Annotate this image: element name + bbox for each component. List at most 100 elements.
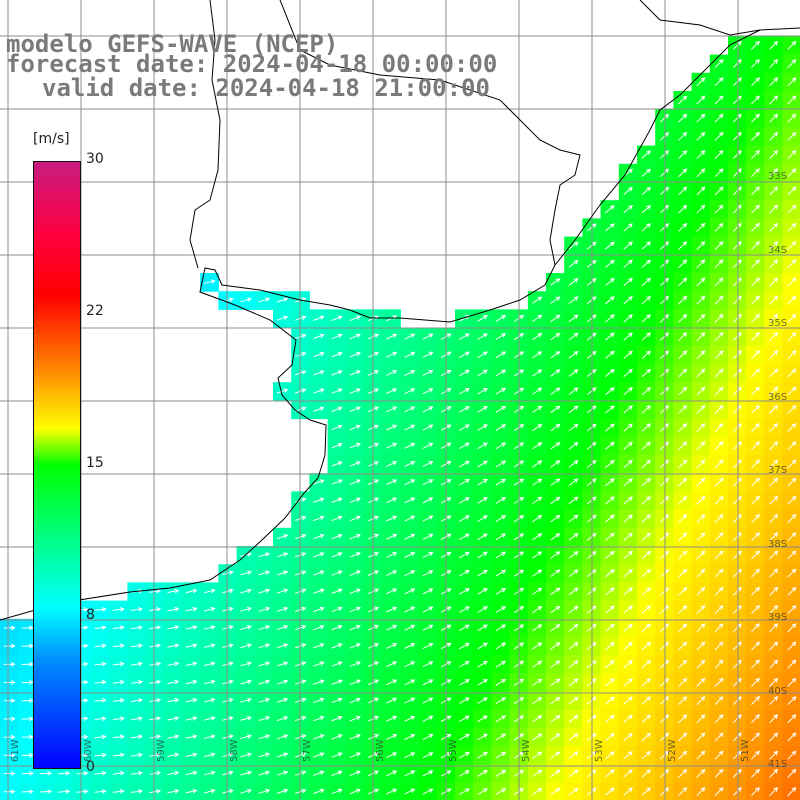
wind-arrow (769, 259, 779, 269)
wind-arrow (751, 623, 760, 633)
wind-arrow (605, 751, 615, 760)
wind-arrow (659, 514, 670, 523)
wind-arrow (641, 478, 651, 487)
wind-arrow (313, 770, 325, 776)
wind-arrow (167, 625, 180, 630)
wind-arrow (258, 570, 271, 576)
wind-arrow (532, 606, 543, 614)
wind-arrow (659, 659, 670, 669)
wind-arrow (696, 568, 706, 578)
wind-arrow (276, 552, 289, 558)
wind-arrow (751, 514, 760, 523)
wind-arrow (641, 714, 651, 723)
wind-arrow (751, 459, 760, 469)
wind-arrow (550, 314, 561, 323)
wind-arrow (550, 605, 561, 614)
wind-arrow (21, 625, 34, 631)
wind-arrow (696, 677, 706, 687)
wind-arrow (769, 677, 779, 687)
wind-arrow (422, 406, 434, 413)
wind-arrow (532, 460, 543, 468)
wind-arrow (386, 770, 398, 777)
wind-arrow (21, 734, 34, 740)
wind-arrow (568, 478, 579, 487)
wind-arrow (240, 788, 253, 794)
wind-arrow (550, 387, 561, 395)
wind-arrow (203, 643, 216, 648)
wind-arrow (3, 771, 16, 776)
wind-arrow (112, 643, 125, 649)
wind-arrow (678, 550, 688, 560)
wind-arrow (167, 679, 180, 685)
wind-arrow (568, 369, 579, 377)
wind-arrow (94, 716, 107, 722)
wind-arrow (331, 552, 343, 558)
wind-arrow (495, 533, 507, 541)
wind-arrow (568, 496, 579, 505)
wind-arrow (532, 515, 543, 523)
wind-arrow (751, 241, 760, 250)
wind-arrow (477, 497, 488, 504)
wind-arrow (769, 659, 779, 669)
wind-arrow (422, 515, 434, 522)
wind-arrow (404, 643, 416, 649)
colorbar-tick-8: 8 (86, 607, 95, 623)
latitude-label: 37S (768, 465, 788, 476)
wind-arrow (422, 424, 434, 431)
wind-arrow (623, 678, 633, 687)
wind-arrow (422, 333, 434, 340)
wind-arrow (240, 606, 253, 612)
wind-arrow (641, 314, 651, 323)
wind-arrow (386, 370, 398, 376)
wind-arrow (94, 734, 107, 740)
wind-arrow (349, 370, 361, 376)
wind-arrow (550, 733, 561, 741)
wind-arrow (112, 625, 125, 630)
wind-arrow (678, 477, 688, 487)
wind-arrow (550, 442, 561, 450)
wind-arrow (459, 642, 470, 650)
wind-arrow (349, 588, 361, 595)
wind-arrow (787, 350, 797, 360)
wind-arrow (568, 241, 579, 250)
wind-arrow (751, 787, 760, 796)
wind-arrow (659, 769, 670, 778)
wind-arrow (787, 222, 797, 232)
wind-arrow (678, 368, 688, 378)
wind-arrow (550, 351, 561, 359)
wind-arrow (714, 532, 724, 542)
wind-arrow (678, 350, 688, 360)
wind-arrow (550, 369, 561, 377)
wind-arrow (787, 423, 797, 432)
wind-arrow (349, 752, 361, 758)
wind-arrow (459, 551, 470, 559)
wind-arrow (386, 606, 398, 613)
wind-arrow (678, 404, 688, 414)
wind-arrow (641, 387, 651, 396)
wind-arrow (459, 533, 470, 541)
wind-arrow (532, 733, 543, 741)
wind-arrow (714, 714, 724, 724)
wind-arrow (459, 369, 470, 377)
wind-arrow (678, 586, 688, 596)
wind-arrow (641, 605, 651, 614)
wind-arrow (386, 734, 398, 740)
wind-arrow (477, 697, 488, 704)
wind-arrow (404, 661, 416, 668)
wind-arrow (459, 733, 470, 741)
colorbar-tick-22: 22 (86, 303, 104, 319)
wind-arrow (696, 186, 706, 196)
wind-arrow (149, 643, 162, 648)
wind-arrow (258, 606, 271, 612)
wind-arrow (185, 788, 198, 794)
wind-arrow (203, 788, 216, 794)
wind-arrow (714, 313, 724, 323)
wind-arrow (404, 752, 416, 759)
wind-arrow (659, 587, 670, 596)
wind-arrow (678, 568, 688, 578)
wind-arrow (605, 514, 615, 523)
wind-arrow (477, 733, 488, 741)
wind-arrow (149, 716, 162, 721)
wind-arrow (787, 277, 797, 287)
wind-arrow (477, 406, 488, 413)
